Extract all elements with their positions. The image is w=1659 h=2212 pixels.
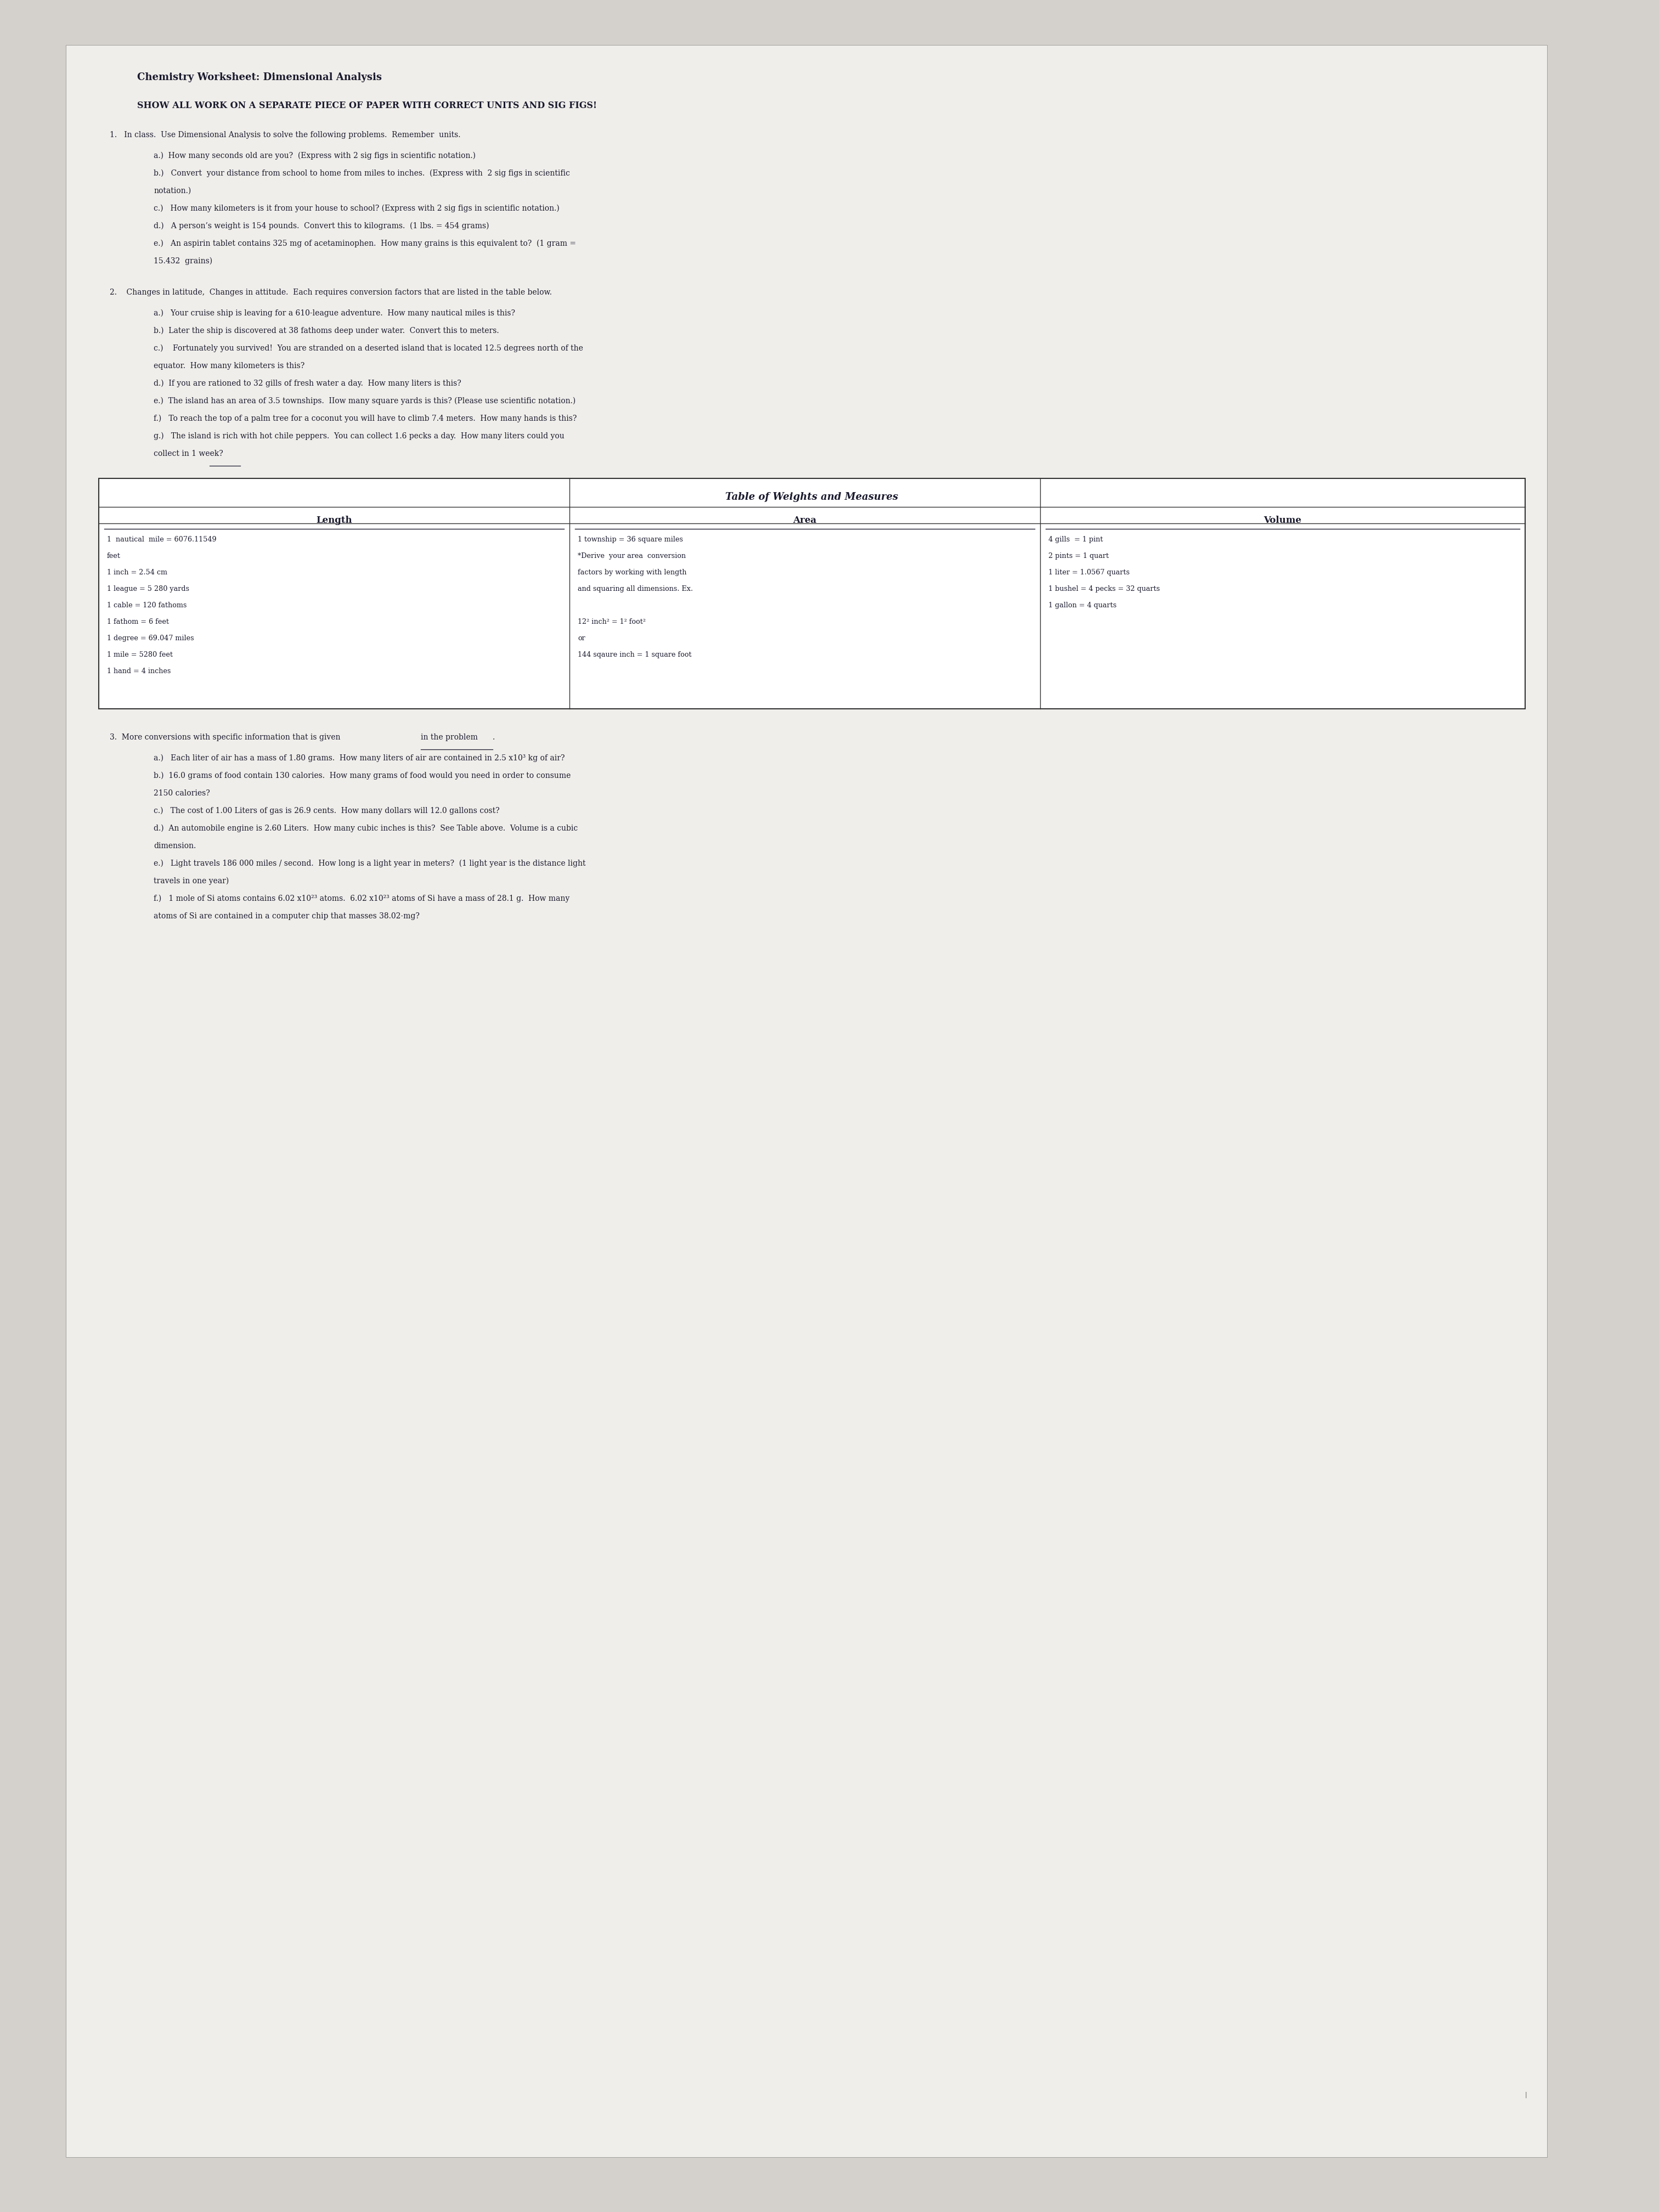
Text: dimension.: dimension.: [154, 843, 196, 849]
Text: 12² inch² = 1² foot²: 12² inch² = 1² foot²: [577, 619, 645, 626]
Text: 144 sqaure inch = 1 square foot: 144 sqaure inch = 1 square foot: [577, 650, 692, 659]
Text: 1 gallon = 4 quarts: 1 gallon = 4 quarts: [1048, 602, 1117, 608]
Text: 1 cable = 120 fathoms: 1 cable = 120 fathoms: [106, 602, 187, 608]
Text: 1 bushel = 4 pecks = 32 quarts: 1 bushel = 4 pecks = 32 quarts: [1048, 586, 1160, 593]
Text: b.)   Convert  your distance from school to home from miles to inches.  (Express: b.) Convert your distance from school to…: [154, 170, 571, 177]
Text: 2150 calories?: 2150 calories?: [154, 790, 211, 796]
Text: collect in 1 week?: collect in 1 week?: [154, 449, 224, 458]
Text: 1 hand = 4 inches: 1 hand = 4 inches: [106, 668, 171, 675]
Text: .: .: [493, 734, 494, 741]
Text: Area: Area: [793, 515, 816, 524]
Text: 2.    Changes in latitude,  Changes in attitude.  Each requires conversion facto: 2. Changes in latitude, Changes in attit…: [109, 288, 552, 296]
Bar: [100, 478, 1525, 708]
Text: or: or: [577, 635, 586, 641]
Text: f.)   1 mole of Si atoms contains 6.02 x10²³ atoms.  6.02 x10²³ atoms of Si have: f.) 1 mole of Si atoms contains 6.02 x10…: [154, 896, 569, 902]
Text: 1 inch = 2.54 cm: 1 inch = 2.54 cm: [106, 568, 168, 575]
Text: Chemistry Worksheet: Dimensional Analysis: Chemistry Worksheet: Dimensional Analysi…: [138, 73, 382, 82]
Text: |: |: [1525, 2090, 1528, 2097]
FancyBboxPatch shape: [66, 44, 1548, 2157]
Text: equator.  How many kilometers is this?: equator. How many kilometers is this?: [154, 363, 305, 369]
Text: 1 mile = 5280 feet: 1 mile = 5280 feet: [106, 650, 173, 659]
Text: Volume: Volume: [1264, 515, 1302, 524]
Text: d.)   A person’s weight is 154 pounds.  Convert this to kilograms.  (1 lbs. = 45: d.) A person’s weight is 154 pounds. Con…: [154, 221, 489, 230]
Text: factors by working with length: factors by working with length: [577, 568, 687, 575]
Text: a.)   Each liter of air has a mass of 1.80 grams.  How many liters of air are co: a.) Each liter of air has a mass of 1.80…: [154, 754, 564, 763]
Text: 1 fathom = 6 feet: 1 fathom = 6 feet: [106, 619, 169, 626]
Text: SHOW ALL WORK ON A SEPARATE PIECE OF PAPER WITH CORRECT UNITS AND SIG FIGS!: SHOW ALL WORK ON A SEPARATE PIECE OF PAP…: [138, 102, 597, 111]
Text: Table of Weights and Measures: Table of Weights and Measures: [725, 491, 899, 502]
Text: 1 degree = 69.047 miles: 1 degree = 69.047 miles: [106, 635, 194, 641]
Text: Length: Length: [317, 515, 352, 524]
Text: g.)   The island is rich with hot chile peppers.  You can collect 1.6 pecks a da: g.) The island is rich with hot chile pe…: [154, 431, 564, 440]
Text: 1.   In class.  Use Dimensional Analysis to solve the following problems.  Remem: 1. In class. Use Dimensional Analysis to…: [109, 131, 461, 139]
Text: c.)   The cost of 1.00 Liters of gas is 26.9 cents.  How many dollars will 12.0 : c.) The cost of 1.00 Liters of gas is 26…: [154, 807, 499, 814]
Text: 4 gills  = 1 pint: 4 gills = 1 pint: [1048, 535, 1103, 544]
Text: 1  nautical  mile = 6076.11549: 1 nautical mile = 6076.11549: [106, 535, 216, 544]
Text: 1 liter = 1.0567 quarts: 1 liter = 1.0567 quarts: [1048, 568, 1130, 575]
Text: d.)  An automobile engine is 2.60 Liters.  How many cubic inches is this?  See T: d.) An automobile engine is 2.60 Liters.…: [154, 825, 577, 832]
Text: 2 pints = 1 quart: 2 pints = 1 quart: [1048, 553, 1108, 560]
Text: and squaring all dimensions. Ex.: and squaring all dimensions. Ex.: [577, 586, 693, 593]
Text: a.)   Your cruise ship is leaving for a 610-league adventure.  How many nautical: a.) Your cruise ship is leaving for a 61…: [154, 310, 516, 316]
Text: d.)  If you are rationed to 32 gills of fresh water a day.  How many liters is t: d.) If you are rationed to 32 gills of f…: [154, 380, 461, 387]
Text: 3.  More conversions with specific information that is given: 3. More conversions with specific inform…: [109, 734, 343, 741]
Text: e.)   Light travels 186 000 miles / second.  How long is a light year in meters?: e.) Light travels 186 000 miles / second…: [154, 860, 586, 867]
Text: 1 league = 5 280 yards: 1 league = 5 280 yards: [106, 586, 189, 593]
Text: c.)   How many kilometers is it from your house to school? (Express with 2 sig f: c.) How many kilometers is it from your …: [154, 206, 559, 212]
Text: a.)  How many seconds old are you?  (Express with 2 sig figs in scientific notat: a.) How many seconds old are you? (Expre…: [154, 153, 476, 159]
Text: b.)  16.0 grams of food contain 130 calories.  How many grams of food would you : b.) 16.0 grams of food contain 130 calor…: [154, 772, 571, 781]
Text: e.)   An aspirin tablet contains 325 mg of acetaminophen.  How many grains is th: e.) An aspirin tablet contains 325 mg of…: [154, 239, 576, 248]
Text: notation.): notation.): [154, 188, 191, 195]
Text: in the problem: in the problem: [421, 734, 478, 741]
Text: travels in one year): travels in one year): [154, 878, 229, 885]
Text: feet: feet: [106, 553, 121, 560]
Text: 1 township = 36 square miles: 1 township = 36 square miles: [577, 535, 684, 544]
Text: c.)    Fortunately you survived!  You are stranded on a deserted island that is : c.) Fortunately you survived! You are st…: [154, 345, 582, 352]
Text: *Derive  your area  conversion: *Derive your area conversion: [577, 553, 685, 560]
Text: e.)  The island has an area of 3.5 townships.  IIow many square yards is this? (: e.) The island has an area of 3.5 townsh…: [154, 398, 576, 405]
Text: atoms of Si are contained in a computer chip that masses 38.02-mg?: atoms of Si are contained in a computer …: [154, 911, 420, 920]
Text: f.)   To reach the top of a palm tree for a coconut you will have to climb 7.4 m: f.) To reach the top of a palm tree for …: [154, 416, 577, 422]
Text: 15.432  grains): 15.432 grains): [154, 257, 212, 265]
Text: b.)  Later the ship is discovered at 38 fathoms deep under water.  Convert this : b.) Later the ship is discovered at 38 f…: [154, 327, 499, 334]
